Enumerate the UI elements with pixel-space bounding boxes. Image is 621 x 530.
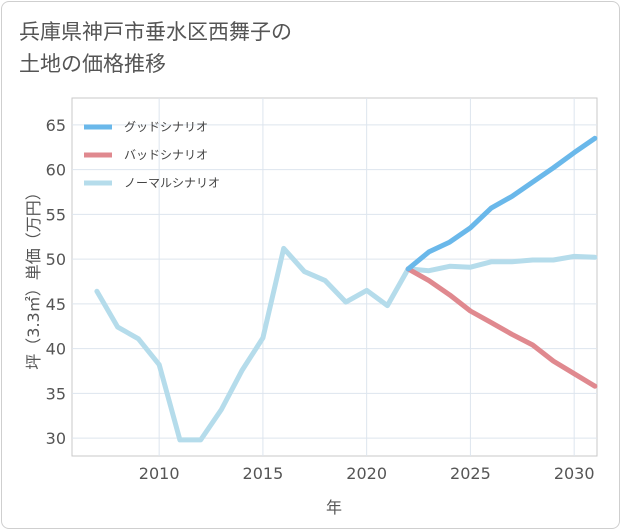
x-tick-label: 2025	[450, 464, 491, 483]
y-tick-label: 50	[46, 250, 66, 269]
y-tick-label: 30	[46, 429, 66, 448]
series-line-1	[405, 135, 598, 272]
legend-label: ノーマルシナリオ	[124, 176, 220, 190]
series-line-2	[405, 266, 598, 389]
series-layer	[94, 135, 598, 443]
y-tick-label: 65	[46, 116, 66, 135]
x-tick-label: 2010	[139, 464, 180, 483]
y-tick-label: 55	[46, 205, 66, 224]
x-tick-label: 2030	[554, 464, 595, 483]
legend-label: グッドシナリオ	[124, 120, 208, 134]
y-tick-label: 60	[46, 161, 66, 180]
y-tick-label: 40	[46, 340, 66, 359]
series-line-3	[94, 245, 598, 443]
y-axis-title: 坪（3.3㎡）単価（万円）	[24, 184, 43, 369]
y-tick-label: 35	[46, 384, 66, 403]
x-tick-label: 2020	[346, 464, 387, 483]
x-axis-title: 年	[326, 498, 342, 517]
y-tick-label: 45	[46, 295, 66, 314]
ticks: 30 35 40 45 50 55 60 65 2010 2015 2020 2025 2030	[46, 116, 595, 483]
chart-title: 兵庫県神戸市垂水区西舞子の 土地の価格推移	[19, 20, 292, 76]
x-tick-label: 2015	[243, 464, 284, 483]
legend-label: バッドシナリオ	[124, 148, 208, 162]
grid	[72, 98, 597, 456]
